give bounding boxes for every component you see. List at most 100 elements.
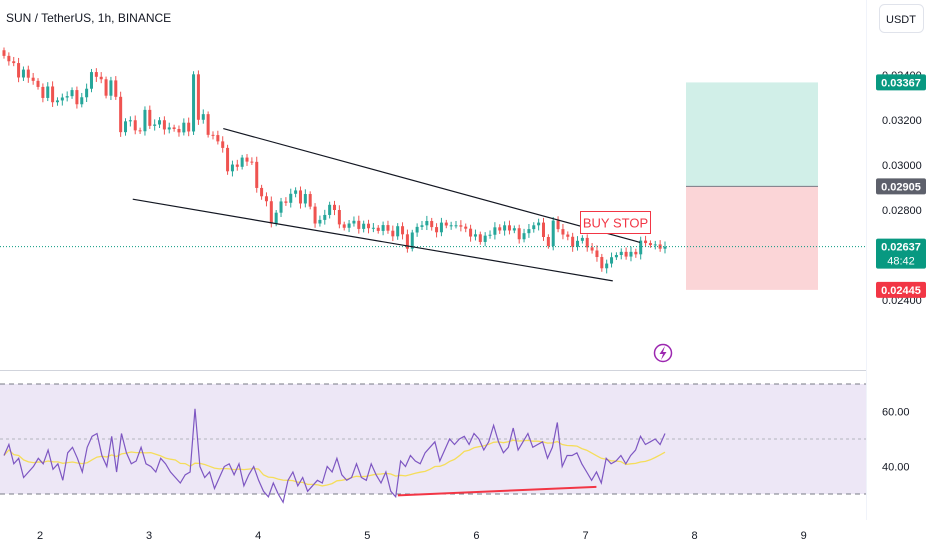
candle[interactable] bbox=[425, 221, 429, 226]
candle[interactable] bbox=[488, 234, 492, 236]
candle[interactable] bbox=[546, 237, 550, 246]
candle[interactable] bbox=[362, 223, 366, 229]
candle[interactable] bbox=[405, 234, 409, 249]
candle[interactable] bbox=[328, 204, 332, 215]
candle[interactable] bbox=[420, 225, 424, 227]
candle[interactable] bbox=[21, 69, 25, 78]
candle[interactable] bbox=[226, 147, 230, 172]
buy-stop-label[interactable]: BUY STOP bbox=[580, 211, 651, 234]
candle[interactable] bbox=[473, 234, 477, 237]
candle[interactable] bbox=[36, 80, 40, 87]
candle[interactable] bbox=[60, 97, 64, 101]
candle[interactable] bbox=[571, 236, 575, 247]
candle[interactable] bbox=[663, 246, 667, 249]
candle[interactable] bbox=[347, 223, 351, 228]
risk-reward-zones[interactable] bbox=[686, 82, 818, 290]
candle[interactable] bbox=[386, 225, 390, 231]
candle[interactable] bbox=[55, 100, 59, 103]
candle[interactable] bbox=[337, 210, 341, 225]
candlestick-series[interactable] bbox=[2, 47, 667, 274]
candle[interactable] bbox=[158, 120, 162, 125]
rsi-panel[interactable] bbox=[3, 408, 666, 504]
candle[interactable] bbox=[167, 127, 171, 130]
candle[interactable] bbox=[503, 225, 507, 231]
candle[interactable] bbox=[230, 164, 234, 172]
candle[interactable] bbox=[371, 227, 375, 229]
candle[interactable] bbox=[653, 244, 657, 246]
candle[interactable] bbox=[128, 120, 132, 122]
candle[interactable] bbox=[619, 251, 623, 255]
candle[interactable] bbox=[517, 228, 521, 240]
candle[interactable] bbox=[75, 90, 79, 105]
candle[interactable] bbox=[323, 214, 327, 220]
candle[interactable] bbox=[153, 124, 157, 126]
candle[interactable] bbox=[435, 227, 439, 233]
candle[interactable] bbox=[211, 134, 215, 136]
candle[interactable] bbox=[537, 222, 541, 226]
candle[interactable] bbox=[46, 86, 50, 98]
candle[interactable] bbox=[401, 226, 405, 235]
lightning-icon[interactable] bbox=[653, 343, 673, 363]
drawing-lines[interactable] bbox=[0, 127, 866, 282]
candle[interactable] bbox=[449, 225, 453, 227]
candle[interactable] bbox=[124, 121, 128, 133]
candle[interactable] bbox=[415, 226, 419, 233]
candle[interactable] bbox=[80, 97, 84, 105]
candle[interactable] bbox=[65, 96, 69, 98]
candle[interactable] bbox=[332, 204, 337, 210]
candle[interactable] bbox=[551, 220, 555, 246]
candle[interactable] bbox=[318, 219, 322, 224]
candle[interactable] bbox=[172, 127, 176, 129]
candle[interactable] bbox=[357, 220, 361, 229]
candle[interactable] bbox=[342, 224, 346, 228]
candle[interactable] bbox=[396, 226, 400, 237]
candle[interactable] bbox=[250, 161, 254, 163]
candle[interactable] bbox=[245, 157, 249, 162]
candle[interactable] bbox=[51, 86, 55, 103]
candle[interactable] bbox=[454, 225, 458, 227]
candle[interactable] bbox=[634, 251, 638, 255]
candle[interactable] bbox=[162, 120, 166, 130]
candle[interactable] bbox=[444, 222, 448, 226]
candle[interactable] bbox=[260, 187, 264, 197]
candle[interactable] bbox=[294, 190, 298, 194]
candle[interactable] bbox=[206, 114, 210, 135]
candle[interactable] bbox=[644, 240, 648, 244]
candle[interactable] bbox=[99, 76, 103, 80]
candle[interactable] bbox=[629, 251, 633, 257]
candle[interactable] bbox=[459, 225, 463, 227]
candle[interactable] bbox=[182, 122, 186, 133]
wedge-lower-line[interactable] bbox=[132, 198, 613, 282]
candle[interactable] bbox=[313, 206, 317, 224]
candle[interactable] bbox=[507, 225, 511, 231]
candle[interactable] bbox=[104, 79, 108, 96]
candle[interactable] bbox=[493, 227, 497, 235]
candle[interactable] bbox=[527, 229, 531, 234]
candle[interactable] bbox=[94, 72, 98, 77]
candle[interactable] bbox=[352, 220, 356, 224]
candle[interactable] bbox=[7, 55, 11, 62]
candle[interactable] bbox=[639, 240, 643, 255]
candle[interactable] bbox=[201, 114, 205, 120]
candle[interactable] bbox=[177, 129, 181, 133]
candle[interactable] bbox=[469, 228, 473, 237]
candle[interactable] bbox=[556, 220, 560, 230]
candle[interactable] bbox=[289, 193, 293, 203]
candle[interactable] bbox=[590, 247, 594, 251]
candle[interactable] bbox=[31, 77, 35, 81]
candle[interactable] bbox=[148, 109, 152, 126]
candle[interactable] bbox=[376, 227, 380, 231]
candle[interactable] bbox=[512, 228, 516, 231]
candle[interactable] bbox=[478, 234, 482, 242]
candle[interactable] bbox=[298, 190, 302, 204]
candle[interactable] bbox=[566, 234, 570, 237]
candle[interactable] bbox=[41, 86, 45, 98]
candle[interactable] bbox=[585, 237, 589, 248]
candle[interactable] bbox=[464, 226, 468, 229]
candle[interactable] bbox=[255, 161, 259, 188]
candle[interactable] bbox=[367, 223, 371, 229]
candle[interactable] bbox=[143, 109, 147, 132]
candle[interactable] bbox=[133, 120, 137, 131]
candle[interactable] bbox=[624, 251, 628, 257]
